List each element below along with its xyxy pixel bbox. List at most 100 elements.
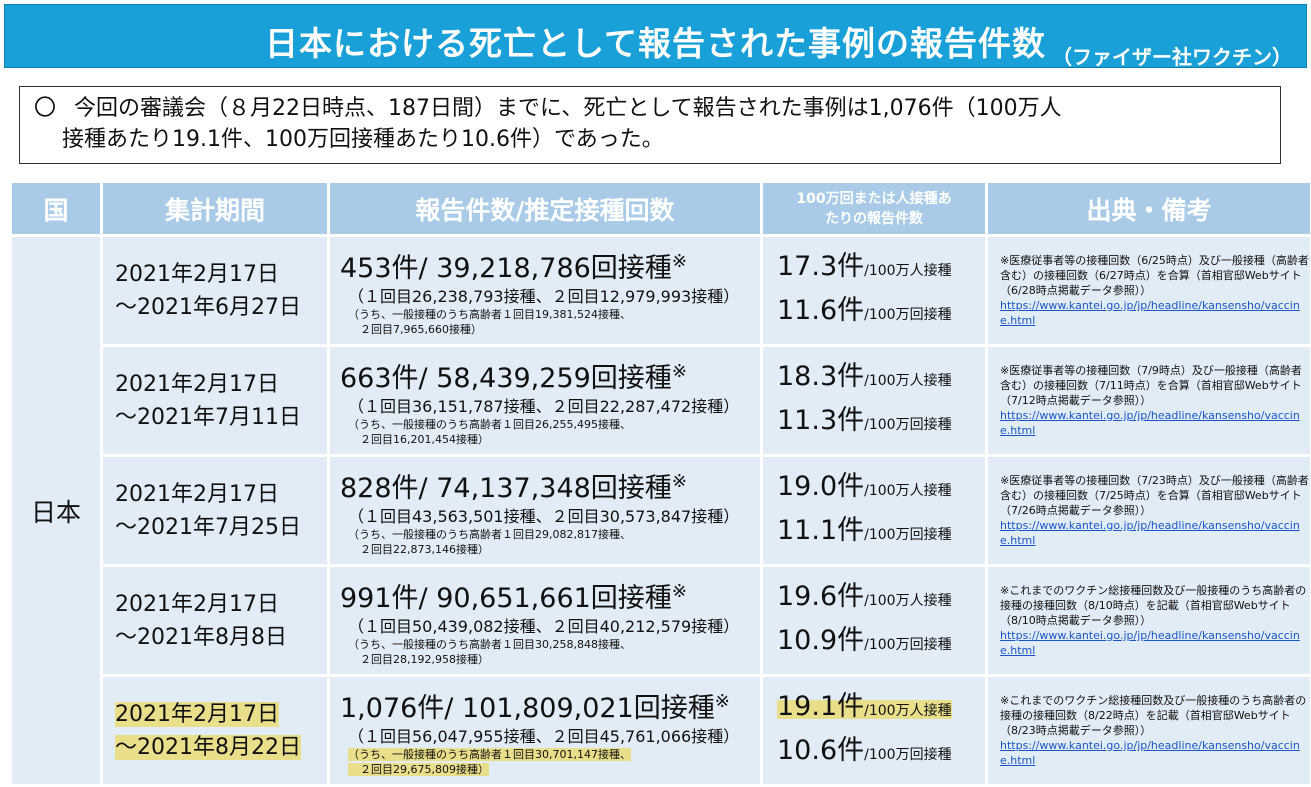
count-elderly-1: （うち、一般接種のうち高齢者１回目19,381,524接種、 bbox=[348, 307, 631, 321]
rate-cell: 19.6件/100万人接種 10.9件/100万回接種 bbox=[763, 567, 985, 674]
rate-cell: 18.3件/100万人接種 11.3件/100万回接種 bbox=[763, 347, 985, 454]
source-link[interactable]: https://www.kantei.go.jp/jp/headline/kan… bbox=[1000, 409, 1300, 437]
rate-person-value: 19.0件 bbox=[777, 470, 865, 502]
period-start: 2021年2月17日 bbox=[115, 701, 279, 727]
header-rate: 100万回または人接種あ たりの報告件数 bbox=[763, 183, 985, 234]
rate-person-unit: /100万人接種 bbox=[864, 262, 952, 279]
source-note: ※これまでのワクチン総接種回数及び一般接種のうち高齢者の接種の接種回数（8/22… bbox=[1000, 694, 1307, 737]
asterisk-mark: ※ bbox=[671, 580, 687, 602]
counts-cell: 991件/ 90,651,661回接種※ （１回目50,439,082接種、２回目… bbox=[330, 567, 760, 674]
rate-cell: 17.3件/100万人接種 11.6件/100万回接種 bbox=[763, 237, 985, 344]
source-note: ※これまでのワクチン総接種回数及び一般接種のうち高齢者の接種の接種回数（8/10… bbox=[1000, 584, 1307, 627]
rate-person-unit: /100万人接種 bbox=[864, 372, 952, 389]
count-elderly-1: （うち、一般接種のうち高齢者１回目30,258,848接種、 bbox=[348, 637, 631, 651]
source-note: ※医療従事者等の接種回数（7/9時点）及び一般接種（高齢者含む）の接種回数（7/… bbox=[1000, 364, 1302, 407]
rate-dose-value: 11.3件 bbox=[777, 404, 865, 436]
period-cell: 2021年2月17日 ～2021年6月27日 bbox=[103, 237, 327, 344]
source-cell: ※医療従事者等の接種回数（7/9時点）及び一般接種（高齢者含む）の接種回数（7/… bbox=[988, 347, 1310, 454]
rate-person-value: 19.6件 bbox=[777, 580, 865, 612]
period-end: ～2021年8月22日 bbox=[115, 734, 301, 760]
table-row: 2021年2月17日 ～2021年7月25日 828件/ 74,137,348回接種… bbox=[12, 457, 1310, 564]
rate-dose-value: 10.9件 bbox=[777, 624, 865, 656]
source-cell: ※これまでのワクチン総接種回数及び一般接種のうち高齢者の接種の接種回数（8/22… bbox=[988, 677, 1310, 784]
header-period: 集計期間 bbox=[103, 183, 327, 234]
asterisk-mark: ※ bbox=[671, 360, 687, 382]
rate-dose-unit: /100万回接種 bbox=[864, 636, 952, 653]
rate-person-value: 17.3件 bbox=[777, 250, 865, 282]
period-cell: 2021年2月17日 ～2021年8月22日 bbox=[103, 677, 327, 784]
rate-dose-unit: /100万回接種 bbox=[864, 746, 952, 763]
table-row: 2021年2月17日 ～2021年8月8日 991件/ 90,651,661回接種※… bbox=[12, 567, 1310, 674]
count-doses: （１回目36,151,787接種、２回目22,287,472接種） bbox=[348, 396, 740, 416]
circle-mark-icon: 〇 bbox=[34, 96, 57, 121]
source-cell: ※医療従事者等の接種回数（7/23時点）及び一般接種（高齢者含む）の接種回数（7… bbox=[988, 457, 1310, 564]
period-end: ～2021年7月25日 bbox=[115, 514, 301, 540]
count-elderly-2: ２回目28,192,958接種） bbox=[360, 652, 489, 666]
source-link[interactable]: https://www.kantei.go.jp/jp/headline/kan… bbox=[1000, 739, 1300, 767]
title-banner: 日本における死亡として報告された事例の報告件数 （ファイザー社ワクチン） bbox=[4, 4, 1307, 69]
count-elderly-2: ２回目16,201,454接種） bbox=[360, 432, 489, 446]
table-header-row: 国 集計期間 報告件数/推定接種回数 100万回または人接種あ たりの報告件数 出… bbox=[12, 183, 1310, 234]
source-note: ※医療従事者等の接種回数（7/23時点）及び一般接種（高齢者含む）の接種回数（7… bbox=[1000, 474, 1309, 517]
rate-dose-unit: /100万回接種 bbox=[864, 306, 952, 323]
page-subtitle: （ファイザー社ワクチン） bbox=[1052, 45, 1292, 69]
source-link[interactable]: https://www.kantei.go.jp/jp/headline/kan… bbox=[1000, 629, 1300, 657]
period-end: ～2021年8月8日 bbox=[115, 624, 287, 650]
header-country: 国 bbox=[12, 183, 100, 234]
rate-cell: 19.1件/100万人接種 10.6件/100万回接種 bbox=[763, 677, 985, 784]
report-table: 国 集計期間 報告件数/推定接種回数 100万回または人接種あ たりの報告件数 出… bbox=[9, 180, 1311, 787]
count-elderly-1: （うち、一般接種のうち高齢者１回目26,255,495接種、 bbox=[348, 417, 631, 431]
counts-cell: 663件/ 58,439,259回接種※ （１回目36,151,787接種、２回目… bbox=[330, 347, 760, 454]
rate-dose-value: 11.6件 bbox=[777, 294, 865, 326]
period-start: 2021年2月17日 bbox=[115, 591, 279, 617]
period-end: ～2021年6月27日 bbox=[115, 294, 301, 320]
header-source: 出典・備考 bbox=[988, 183, 1310, 234]
source-cell: ※これまでのワクチン総接種回数及び一般接種のうち高齢者の接種の接種回数（8/10… bbox=[988, 567, 1310, 674]
source-cell: ※医療従事者等の接種回数（6/25時点）及び一般接種（高齢者含む）の接種回数（6… bbox=[988, 237, 1310, 344]
count-main: 453件/ 39,218,786回接種 bbox=[340, 252, 672, 284]
count-doses: （１回目26,238,793接種、２回目12,979,993接種） bbox=[348, 286, 740, 306]
count-doses: （１回目56,047,955接種、２回目45,761,066接種） bbox=[348, 726, 740, 746]
period-start: 2021年2月17日 bbox=[115, 481, 279, 507]
count-main: 663件/ 58,439,259回接種 bbox=[340, 362, 672, 394]
count-elderly-2: ２回目29,675,809接種） bbox=[348, 762, 489, 776]
rate-dose-unit: /100万回接種 bbox=[864, 416, 952, 433]
asterisk-mark: ※ bbox=[671, 250, 687, 272]
counts-cell: 1,076件/ 101,809,021回接種※ （１回目56,047,955接種、… bbox=[330, 677, 760, 784]
counts-cell: 453件/ 39,218,786回接種※ （１回目26,238,793接種、２回目… bbox=[330, 237, 760, 344]
count-main: 991件/ 90,651,661回接種 bbox=[340, 582, 672, 614]
table-row: 日本 2021年2月17日 ～2021年6月27日 453件/ 39,218,786回… bbox=[12, 237, 1310, 784]
table-row: 2021年2月17日 ～2021年7月11日 663件/ 58,439,259回接種… bbox=[12, 347, 1310, 454]
count-main: 1,076件/ 101,809,021回接種 bbox=[340, 692, 715, 724]
period-start: 2021年2月17日 bbox=[115, 371, 279, 397]
rate-cell: 19.0件/100万人接種 11.1件/100万回接種 bbox=[763, 457, 985, 564]
period-end: ～2021年7月11日 bbox=[115, 404, 301, 430]
rate-person-unit: /100万人接種 bbox=[864, 592, 952, 609]
count-elderly-2: ２回目22,873,146接種） bbox=[360, 542, 489, 556]
rate-dose-unit: /100万回接種 bbox=[864, 526, 952, 543]
period-start: 2021年2月17日 bbox=[115, 261, 279, 287]
asterisk-mark: ※ bbox=[714, 690, 730, 712]
asterisk-mark: ※ bbox=[671, 470, 687, 492]
source-link[interactable]: https://www.kantei.go.jp/jp/headline/kan… bbox=[1000, 519, 1300, 547]
rate-person-unit: /100万人接種 bbox=[864, 482, 952, 499]
rate-person-value: 19.1件 bbox=[777, 690, 865, 722]
period-cell: 2021年2月17日 ～2021年7月11日 bbox=[103, 347, 327, 454]
page-title: 日本における死亡として報告された事例の報告件数 bbox=[264, 24, 1046, 63]
header-counts: 報告件数/推定接種回数 bbox=[330, 183, 760, 234]
count-doses: （１回目43,563,501接種、２回目30,573,847接種） bbox=[348, 506, 740, 526]
summary-line-2: 接種あたり19.1件、100万回接種あたり10.6件）であった。 bbox=[62, 127, 664, 152]
rate-dose-value: 10.6件 bbox=[777, 734, 865, 766]
source-note: ※医療従事者等の接種回数（6/25時点）及び一般接種（高齢者含む）の接種回数（6… bbox=[1000, 254, 1309, 297]
counts-cell: 828件/ 74,137,348回接種※ （１回目43,563,501接種、２回目… bbox=[330, 457, 760, 564]
source-link[interactable]: https://www.kantei.go.jp/jp/headline/kan… bbox=[1000, 299, 1300, 327]
count-elderly-1: （うち、一般接種のうち高齢者１回目30,701,147接種、 bbox=[348, 747, 631, 761]
rate-person-value: 18.3件 bbox=[777, 360, 865, 392]
table-row: 2021年2月17日 ～2021年8月22日 1,076件/ 101,809,021… bbox=[12, 677, 1310, 784]
rate-person-unit: /100万人接種 bbox=[864, 702, 952, 719]
count-elderly-2: ２回目7,965,660接種） bbox=[360, 322, 482, 336]
period-cell: 2021年2月17日 ～2021年7月25日 bbox=[103, 457, 327, 564]
count-main: 828件/ 74,137,348回接種 bbox=[340, 472, 672, 504]
summary-line-1: 〇今回の審議会（８月22日時点、187日間）までに、死亡として報告された事例は1… bbox=[34, 96, 1062, 121]
country-cell: 日本 bbox=[12, 237, 100, 784]
